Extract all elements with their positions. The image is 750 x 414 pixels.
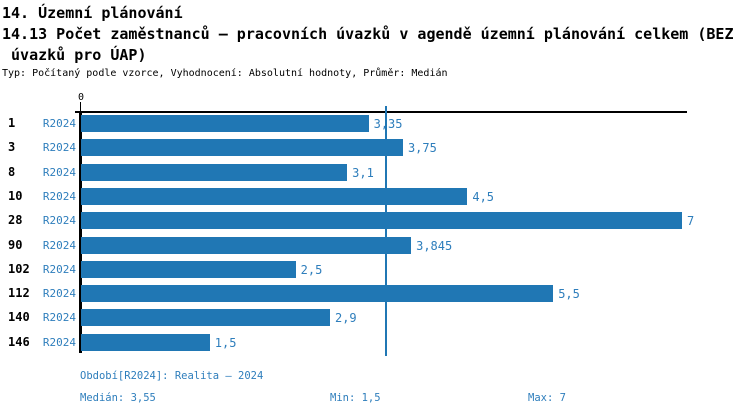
row-category-label: 140 xyxy=(8,310,30,325)
bar xyxy=(81,115,369,132)
bar xyxy=(81,333,210,351)
row-category-label: 1 xyxy=(8,116,16,130)
bar-value-label: 5,5 xyxy=(558,287,580,302)
row-series-label: R2024 xyxy=(42,189,76,203)
x-axis-line xyxy=(75,111,687,113)
table-row: 102 R2024 2,5 xyxy=(0,258,750,282)
bar xyxy=(81,163,348,181)
row-series-label: R2024 xyxy=(42,165,76,179)
bar xyxy=(81,285,554,303)
row-series-label: R2024 xyxy=(42,335,76,349)
median-marker-line xyxy=(384,106,387,356)
row-series-label: R2024 xyxy=(42,287,76,301)
bar xyxy=(81,139,403,157)
table-row: 3 R2024 3,75 xyxy=(0,136,750,160)
table-row: 8 R2024 3,1 xyxy=(0,161,750,185)
bar xyxy=(81,309,330,327)
bar-value-label: 1,5 xyxy=(214,335,237,350)
table-row: 140 R2024 2,9 xyxy=(0,306,750,330)
row-series-label: R2024 xyxy=(42,262,76,276)
table-row: 146 R2024 1,5 xyxy=(0,331,750,355)
row-category-label: 146 xyxy=(8,334,30,349)
chart-rows: 1 R2024 3,35 3 R2024 3,75 8 R2024 3,1 10 R2024 4,5 2… xyxy=(0,112,750,355)
bar-value-label: 7 xyxy=(687,214,695,229)
row-category-label: 90 xyxy=(8,237,23,252)
report-section-title: 14. Územní plánování xyxy=(2,4,183,22)
row-category-label: 28 xyxy=(8,213,23,228)
bar-value-label: 3,35 xyxy=(373,117,403,131)
row-category-label: 8 xyxy=(8,164,16,179)
table-row: 90 R2024 3,845 xyxy=(0,234,750,258)
bar-value-label: 4,5 xyxy=(472,189,495,204)
bar-value-label: 3,75 xyxy=(407,141,437,156)
bar-chart: 0 1 R2024 3,35 3 R2024 3,75 8 R2024 3,1 10 R2024 4,… xyxy=(0,92,750,356)
bar xyxy=(81,236,412,254)
bar xyxy=(81,187,468,205)
bar-value-label: 2,9 xyxy=(334,311,357,326)
y-axis-line xyxy=(79,111,82,353)
x-axis-zero-tick-label: 0 xyxy=(77,92,85,103)
report-question-title-line2: úvazků pro ÚAP) xyxy=(2,46,147,64)
row-category-label: 102 xyxy=(8,261,30,276)
report-subtitle: Typ: Počítaný podle vzorce, Vyhodnocení:… xyxy=(2,68,448,79)
row-series-label: R2024 xyxy=(42,214,76,228)
table-row: 1 R2024 3,35 xyxy=(0,112,750,136)
row-category-label: 3 xyxy=(8,140,16,155)
table-row: 112 R2024 5,5 xyxy=(0,282,750,306)
row-category-label: 10 xyxy=(8,188,23,203)
row-series-label: R2024 xyxy=(42,238,76,252)
footer-median-stat: Medián: 3,55 xyxy=(80,392,156,404)
bar-value-label: 3,845 xyxy=(416,238,453,253)
bar xyxy=(81,260,296,278)
bar xyxy=(81,212,682,230)
row-series-label: R2024 xyxy=(42,141,76,155)
row-series-label: R2024 xyxy=(42,311,76,325)
footer-max-stat: Max: 7 xyxy=(528,392,566,404)
table-row: 28 R2024 7 xyxy=(0,209,750,233)
footer-min-stat: Min: 1,5 xyxy=(330,392,381,404)
footer-period-label: Období[R2024]: Realita – 2024 xyxy=(80,370,264,382)
x-axis-zero-tick xyxy=(80,102,81,112)
table-row: 10 R2024 4,5 xyxy=(0,185,750,209)
report-question-title-line1: 14.13 Počet zaměstnanců – pracovních úva… xyxy=(2,25,734,43)
bar-value-label: 3,1 xyxy=(352,165,374,180)
row-category-label: 112 xyxy=(8,286,30,301)
row-series-label: R2024 xyxy=(42,117,76,130)
bar-value-label: 2,5 xyxy=(300,262,323,277)
